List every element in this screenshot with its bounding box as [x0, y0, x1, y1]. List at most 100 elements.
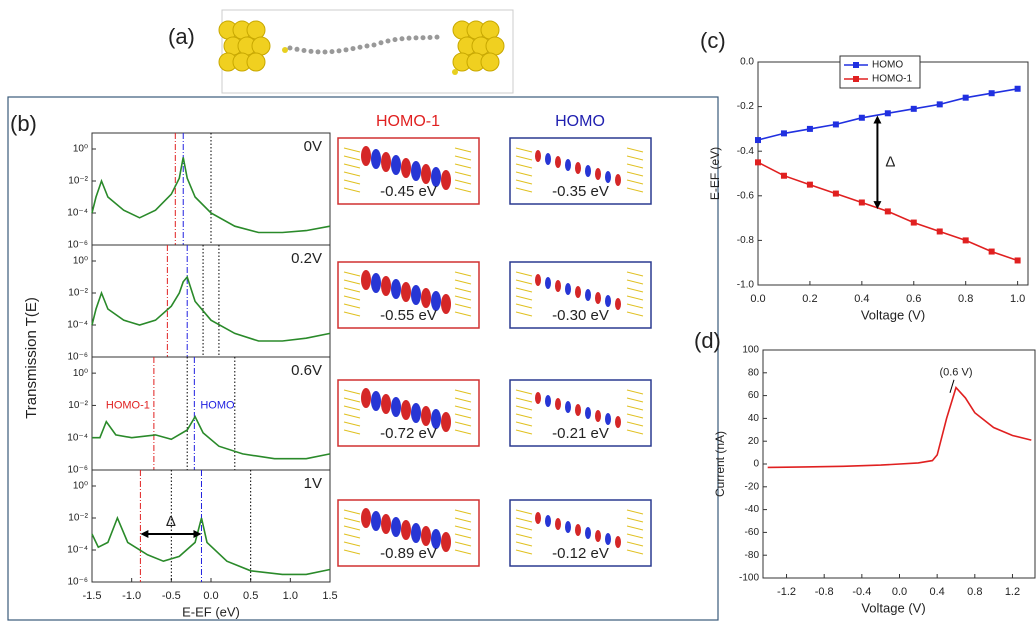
x-tick-label: -1.5	[83, 590, 102, 602]
y-axis-label: Transmission T(E)	[23, 297, 40, 419]
electrode-line	[343, 179, 361, 185]
electrode-line	[626, 549, 644, 555]
orbital-lobe	[575, 404, 581, 416]
orbital-lobe	[585, 527, 591, 539]
electrode-line	[515, 303, 533, 309]
orbital-lobe	[441, 532, 451, 552]
orbital-lobe	[361, 146, 371, 166]
data-point	[910, 105, 917, 112]
electrode-line	[515, 397, 533, 403]
electrode-line	[626, 509, 644, 515]
data-point	[884, 110, 891, 117]
x-tick-label: 0.8	[967, 586, 982, 598]
y-tick-label: 10⁻⁴	[67, 208, 88, 219]
orbital-lobe	[535, 512, 541, 524]
x-tick-label: 1.5	[322, 590, 337, 602]
electrode-line	[515, 549, 533, 555]
electrode-line	[343, 525, 361, 531]
electrode-line	[515, 155, 533, 161]
data-point	[858, 199, 865, 206]
molecule-atom	[413, 35, 419, 41]
orbital-lobe	[371, 511, 381, 531]
data-line	[91, 157, 331, 234]
orbital-lobe	[595, 530, 601, 542]
x-tick-label: 0.4	[930, 586, 945, 598]
data-line	[767, 386, 1032, 469]
orbital-lobe	[545, 153, 551, 165]
data-point	[962, 94, 969, 101]
data-point	[832, 190, 839, 197]
gold-atom	[485, 36, 505, 56]
orbital-lobe	[441, 412, 451, 432]
electrode-line	[343, 147, 361, 153]
electrode-line	[515, 421, 533, 427]
orbital-energy: -0.45 eV	[380, 183, 437, 200]
electrode-line	[454, 405, 472, 411]
electrode-line	[515, 295, 533, 301]
x-axis-label: Voltage (V)	[861, 307, 925, 322]
orbital-lobe	[391, 279, 401, 299]
gold-atom	[246, 52, 266, 72]
orbital-lobe	[615, 536, 621, 548]
orbital-lobe	[565, 521, 571, 533]
delta-label: Δ	[885, 153, 895, 170]
x-tick-label: -1.2	[777, 586, 796, 598]
electrode-line	[343, 429, 361, 435]
electrode-line	[515, 405, 533, 411]
electrode-line	[515, 171, 533, 177]
electrode-line	[515, 525, 533, 531]
bias-label: 0.6V	[291, 362, 322, 379]
orbital-lobe	[595, 410, 601, 422]
electrode-line	[343, 311, 361, 317]
peak-pointer	[949, 379, 955, 393]
orbital-lobe	[595, 292, 601, 304]
y-tick-label: 10⁰	[73, 144, 88, 155]
orbital-lobe	[371, 273, 381, 293]
electrode-line	[515, 509, 533, 515]
data-point	[806, 125, 813, 132]
data-point	[755, 159, 761, 166]
level-label: HOMO	[200, 399, 235, 411]
orbital-lobe	[391, 155, 401, 175]
electrode-line	[626, 405, 644, 411]
electrode-line	[343, 509, 361, 515]
electrode-line	[515, 389, 533, 395]
electrode-line	[454, 517, 472, 523]
orbital-lobe	[605, 533, 611, 545]
y-tick-label: -20	[745, 481, 760, 492]
data-point	[858, 114, 865, 121]
legend-label: HOMO-1	[872, 74, 912, 85]
y-tick-label: 40	[748, 413, 760, 424]
molecule-atom	[357, 44, 363, 50]
electrode-line	[515, 179, 533, 185]
data-point	[910, 219, 917, 226]
electrode-line	[454, 533, 472, 539]
orbital-lobe	[371, 391, 381, 411]
electrode-line	[454, 279, 472, 285]
y-tick-label: -0.4	[737, 146, 755, 157]
data-point	[755, 137, 761, 144]
electrode-line	[343, 533, 361, 539]
electrode-line	[626, 541, 644, 547]
orbital-lobe	[361, 388, 371, 408]
electrode-line	[343, 303, 361, 309]
x-tick-label: 0.0	[750, 293, 765, 305]
data-point	[806, 181, 813, 188]
y-tick-label: 10⁻⁴	[67, 432, 88, 443]
electrode-line	[454, 179, 472, 185]
orbital-lobe	[565, 159, 571, 171]
molecule-atom	[385, 38, 391, 44]
orbital-lobe	[605, 295, 611, 307]
orbital-lobe	[545, 515, 551, 527]
electrode-line	[626, 525, 644, 531]
electrode-line	[454, 525, 472, 531]
orbital-lobe	[411, 523, 421, 543]
data-line	[91, 275, 331, 342]
bias-label: 1V	[304, 475, 322, 492]
electrode-line	[626, 517, 644, 523]
orbital-lobe	[421, 526, 431, 546]
x-tick-label: 0.4	[854, 293, 869, 305]
orbital-lobe	[585, 407, 591, 419]
electrode-line	[515, 541, 533, 547]
y-tick-label: 10⁻⁴	[67, 545, 88, 556]
